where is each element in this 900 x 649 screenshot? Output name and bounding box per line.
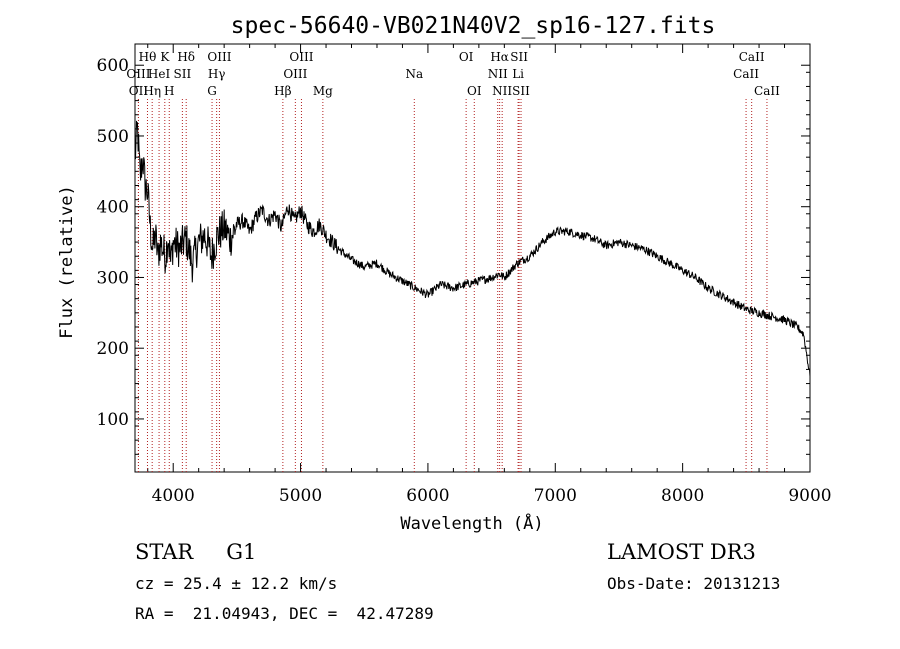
x-tick-label: 9000	[788, 486, 831, 506]
emission-line-label: CaII	[733, 67, 759, 81]
chart-title: spec-56640-VB021N40V2_sp16-127.fits	[231, 13, 716, 39]
coords-label: RA = 21.04943, DEC = 42.47289	[135, 604, 434, 623]
emission-line-label: SII	[512, 84, 530, 98]
emission-line-label: Na	[405, 67, 423, 81]
emission-line-label: OIII	[289, 50, 313, 64]
y-tick-label: 500	[97, 127, 129, 147]
x-tick-label: 4000	[152, 486, 195, 506]
emission-line-label: SII	[510, 50, 528, 64]
emission-line-label: G	[207, 84, 217, 98]
subclass-label: G1	[226, 540, 257, 564]
redshift-label: cz = 25.4 ± 12.2 km/s	[135, 574, 338, 593]
emission-line-label: OIII	[126, 67, 150, 81]
emission-line-label: OIII	[283, 67, 307, 81]
emission-line-label: OI	[459, 50, 474, 64]
emission-line-label: Hδ	[177, 50, 195, 64]
x-tick-label: 7000	[534, 486, 577, 506]
emission-line-label: SII	[174, 67, 192, 81]
emission-line-label: OII	[129, 84, 149, 98]
emission-line-label: Hγ	[208, 67, 226, 81]
plot-frame	[134, 43, 811, 473]
spectrum-chart: spec-56640-VB021N40V2_sp16-127.fits 4000…	[57, 13, 832, 534]
object-class: STAR G1	[135, 540, 256, 564]
emission-line-label: OIII	[207, 50, 231, 64]
emission-line-label: Hβ	[274, 84, 291, 98]
emission-line-label: Li	[512, 67, 524, 81]
x-tick-label: 8000	[661, 486, 704, 506]
emission-line-label: H	[164, 84, 174, 98]
emission-line-markers: OIIHθOIIIHηHeIKHSIIHδGHγOIIIHβOIIIOIIIMg…	[126, 50, 780, 472]
emission-line-label: NII	[488, 67, 508, 81]
obs-date-label: Obs-Date: 20131213	[607, 574, 781, 593]
y-axis-label: Flux (relative)	[57, 185, 77, 339]
survey-label: LAMOST DR3	[607, 540, 756, 564]
emission-line-label: Hη	[143, 84, 161, 98]
emission-line-label: HeI	[148, 67, 171, 81]
x-tick-label: 5000	[279, 486, 322, 506]
spectrum-series-line	[134, 120, 811, 377]
axis-ticks: 4000 5000 6000 7000 8000 9000 100 200 300 400 500 6…	[97, 44, 832, 506]
emission-line-label: CaII	[754, 84, 780, 98]
y-tick-label: 300	[97, 268, 129, 288]
emission-line-label: OI	[467, 84, 482, 98]
emission-line-label: K	[160, 50, 170, 64]
class-label: STAR	[135, 540, 194, 564]
x-tick-label: 6000	[406, 486, 449, 506]
y-tick-label: 200	[97, 339, 129, 359]
y-tick-label: 100	[97, 410, 129, 430]
emission-line-label: Hα	[490, 50, 509, 64]
x-axis-label: Wavelength (Å)	[400, 512, 543, 534]
emission-line-label: Mg	[313, 84, 333, 98]
emission-line-label: Hθ	[139, 50, 157, 64]
y-tick-label: 600	[97, 56, 129, 76]
emission-line-label: NII	[492, 84, 512, 98]
y-tick-label: 400	[97, 198, 129, 218]
emission-line-label: CaII	[739, 50, 765, 64]
